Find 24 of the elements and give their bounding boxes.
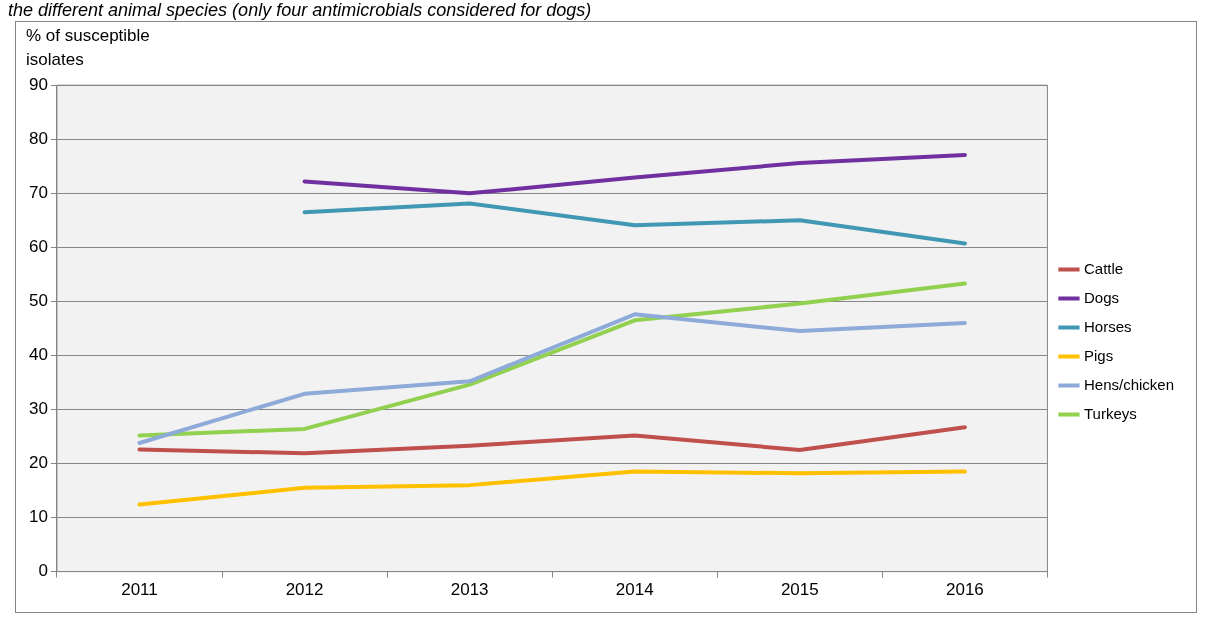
y-tick-label: 20 <box>28 453 48 473</box>
y-tick-label: 40 <box>28 345 48 365</box>
chart-title: the different animal species (only four antimicrobials considered for dogs) <box>8 0 593 21</box>
y-tick-label: 10 <box>28 507 48 527</box>
y-tick-label: 30 <box>28 399 48 419</box>
x-tick-label: 2011 <box>121 580 158 600</box>
legend-label: Hens/chicken <box>1083 375 1174 393</box>
y-tick-label: 90 <box>28 74 48 94</box>
x-tick-label: 2015 <box>780 580 819 600</box>
x-tick-label: 2016 <box>946 580 984 600</box>
legend-label: Cattle <box>1083 259 1124 277</box>
legend-label: Turkeys <box>1083 404 1137 422</box>
legend-label: Pigs <box>1083 346 1114 364</box>
y-tick-label: 50 <box>28 291 48 311</box>
y-tick-label: 80 <box>28 128 48 148</box>
legend-label: Dogs <box>1083 288 1119 306</box>
x-tick-label: 2014 <box>615 580 654 600</box>
y-tick-label: 0 <box>38 561 48 581</box>
legend-label: Horses <box>1083 317 1132 335</box>
y-tick-label: 60 <box>28 237 48 257</box>
x-tick-label: 2012 <box>285 580 324 600</box>
y-tick-label: 70 <box>28 182 48 202</box>
x-tick-label: 2013 <box>450 580 489 600</box>
y-axis-title: % of susceptible isolates <box>26 25 151 71</box>
